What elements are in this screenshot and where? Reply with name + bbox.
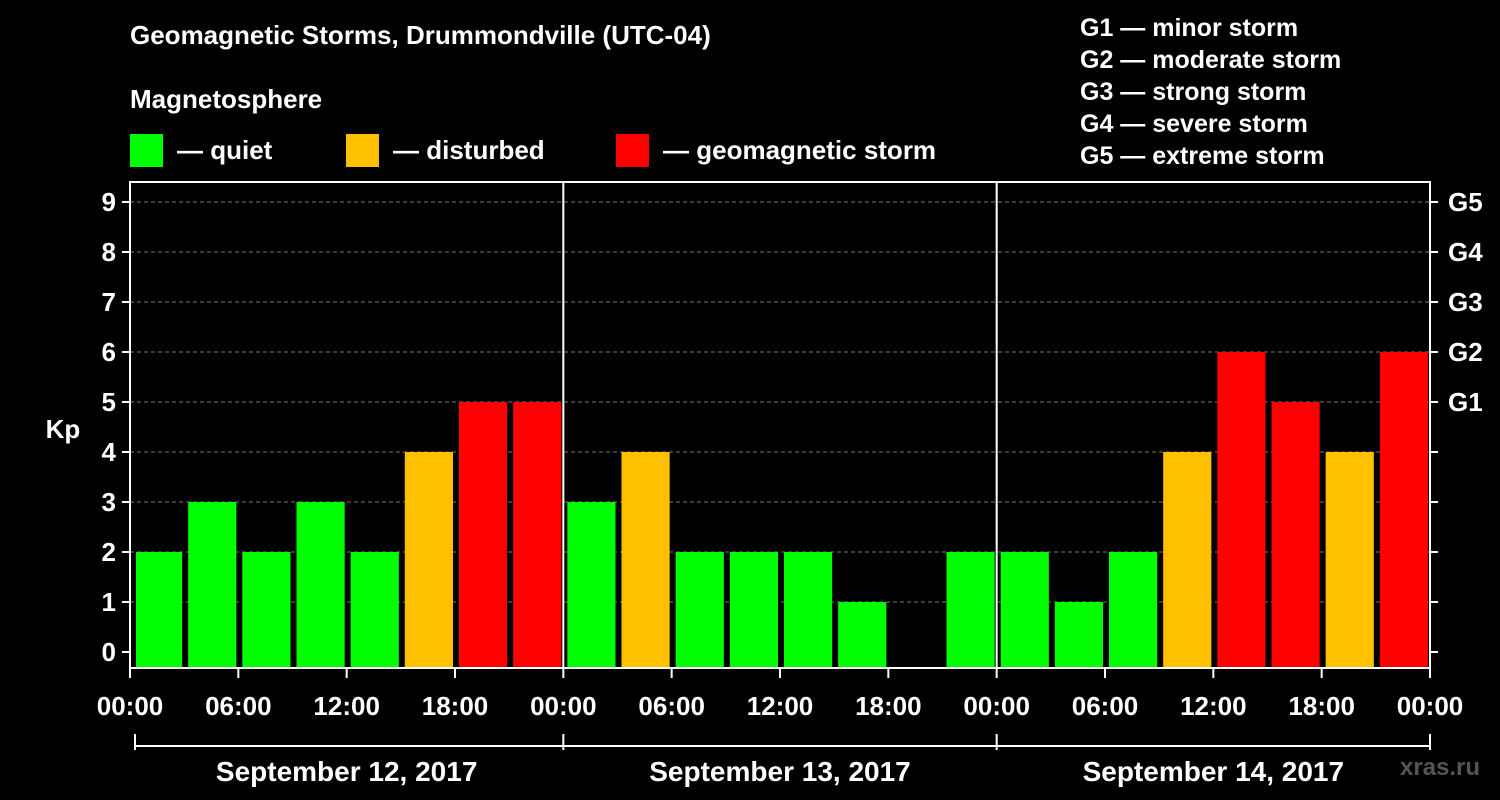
g-scale-legend: G1 — minor storm G2 — moderate storm G3 …: [1080, 12, 1341, 172]
g-legend-g3: G3 — strong storm: [1080, 78, 1307, 106]
kp-bar: [675, 552, 724, 668]
y-tick-label: 9: [102, 187, 116, 217]
kp-bar: [838, 602, 887, 668]
y-axis-label: Kp: [46, 414, 81, 444]
magnetosphere-heading: Magnetosphere: [130, 84, 323, 114]
kp-bar: [136, 552, 183, 668]
kp-bar: [1000, 552, 1049, 668]
kp-bar: [513, 402, 562, 668]
kp-bar: [1379, 352, 1428, 668]
kp-bar: [1325, 452, 1374, 668]
g-legend-g2: G2 — moderate storm: [1080, 46, 1342, 74]
legend-swatch-disturbed: [346, 133, 379, 167]
day-label: September 12, 2017: [216, 756, 478, 787]
legend-item-storm: — geomagnetic storm: [616, 133, 936, 167]
kp-bar: [459, 402, 508, 668]
legend-swatch-quiet: [130, 133, 163, 167]
y-tick-label: 0: [102, 637, 116, 667]
x-tick-label: 12:00: [1180, 691, 1247, 721]
g-level-label: G5: [1448, 187, 1483, 217]
y-tick-label: 5: [102, 387, 116, 417]
x-tick-label: 06:00: [1072, 691, 1139, 721]
g-level-label: G2: [1448, 337, 1483, 367]
legend-label-storm: — geomagnetic storm: [663, 134, 937, 165]
watermark: xras.ru: [1400, 754, 1481, 781]
g-legend-g4: G4 — severe storm: [1080, 110, 1308, 138]
x-tick-label: 00:00: [963, 691, 1030, 721]
y-tick-label: 2: [102, 537, 116, 567]
x-tick-label: 12:00: [313, 691, 380, 721]
legend-label-disturbed: — disturbed: [393, 134, 545, 165]
x-tick-label: 18:00: [855, 691, 922, 721]
x-tick-label: 12:00: [747, 691, 814, 721]
x-tick-label: 18:00: [422, 691, 489, 721]
g-legend-g5: G5 — extreme storm: [1080, 142, 1325, 170]
kp-bar: [1109, 552, 1158, 668]
kp-bar: [621, 452, 670, 668]
legend-label-quiet: — quiet: [177, 134, 273, 165]
g-legend-g1: G1 — minor storm: [1080, 14, 1299, 42]
legend-item-quiet: — quiet: [130, 133, 272, 167]
x-tick-label: 00:00: [530, 691, 597, 721]
g-level-label: G4: [1448, 237, 1483, 267]
kp-bar: [188, 502, 237, 668]
legend-swatch-storm: [616, 133, 649, 167]
kp-bar: [1163, 452, 1212, 668]
kp-bar: [1054, 602, 1103, 668]
y-tick-label: 3: [102, 487, 116, 517]
g-level-label: G3: [1448, 287, 1483, 317]
x-tick-label: 00:00: [97, 691, 164, 721]
kp-bar: [1217, 352, 1266, 668]
x-tick-label: 06:00: [205, 691, 272, 721]
kp-bar: [567, 502, 616, 668]
kp-bar: [350, 552, 399, 668]
kp-bar: [1271, 402, 1320, 668]
kp-bar: [729, 552, 778, 668]
g-level-label: G1: [1448, 387, 1483, 417]
y-tick-label: 4: [102, 437, 117, 467]
day-label: September 14, 2017: [1083, 756, 1345, 787]
chart-title: Geomagnetic Storms, Drummondville (UTC-0…: [130, 20, 711, 50]
y-tick-label: 1: [102, 587, 116, 617]
x-tick-label: 18:00: [1288, 691, 1355, 721]
legend-item-disturbed: — disturbed: [346, 133, 545, 167]
x-tick-label: 06:00: [638, 691, 705, 721]
kp-bar: [242, 552, 291, 668]
kp-bar: [296, 502, 345, 668]
kp-bar: [404, 452, 453, 668]
x-tick-label: 00:00: [1397, 691, 1464, 721]
y-tick-label: 6: [102, 337, 116, 367]
kp-bar: [946, 552, 995, 668]
y-tick-label: 7: [102, 287, 116, 317]
kp-bar: [784, 552, 833, 668]
day-label: September 13, 2017: [649, 756, 911, 787]
y-tick-label: 8: [102, 237, 116, 267]
